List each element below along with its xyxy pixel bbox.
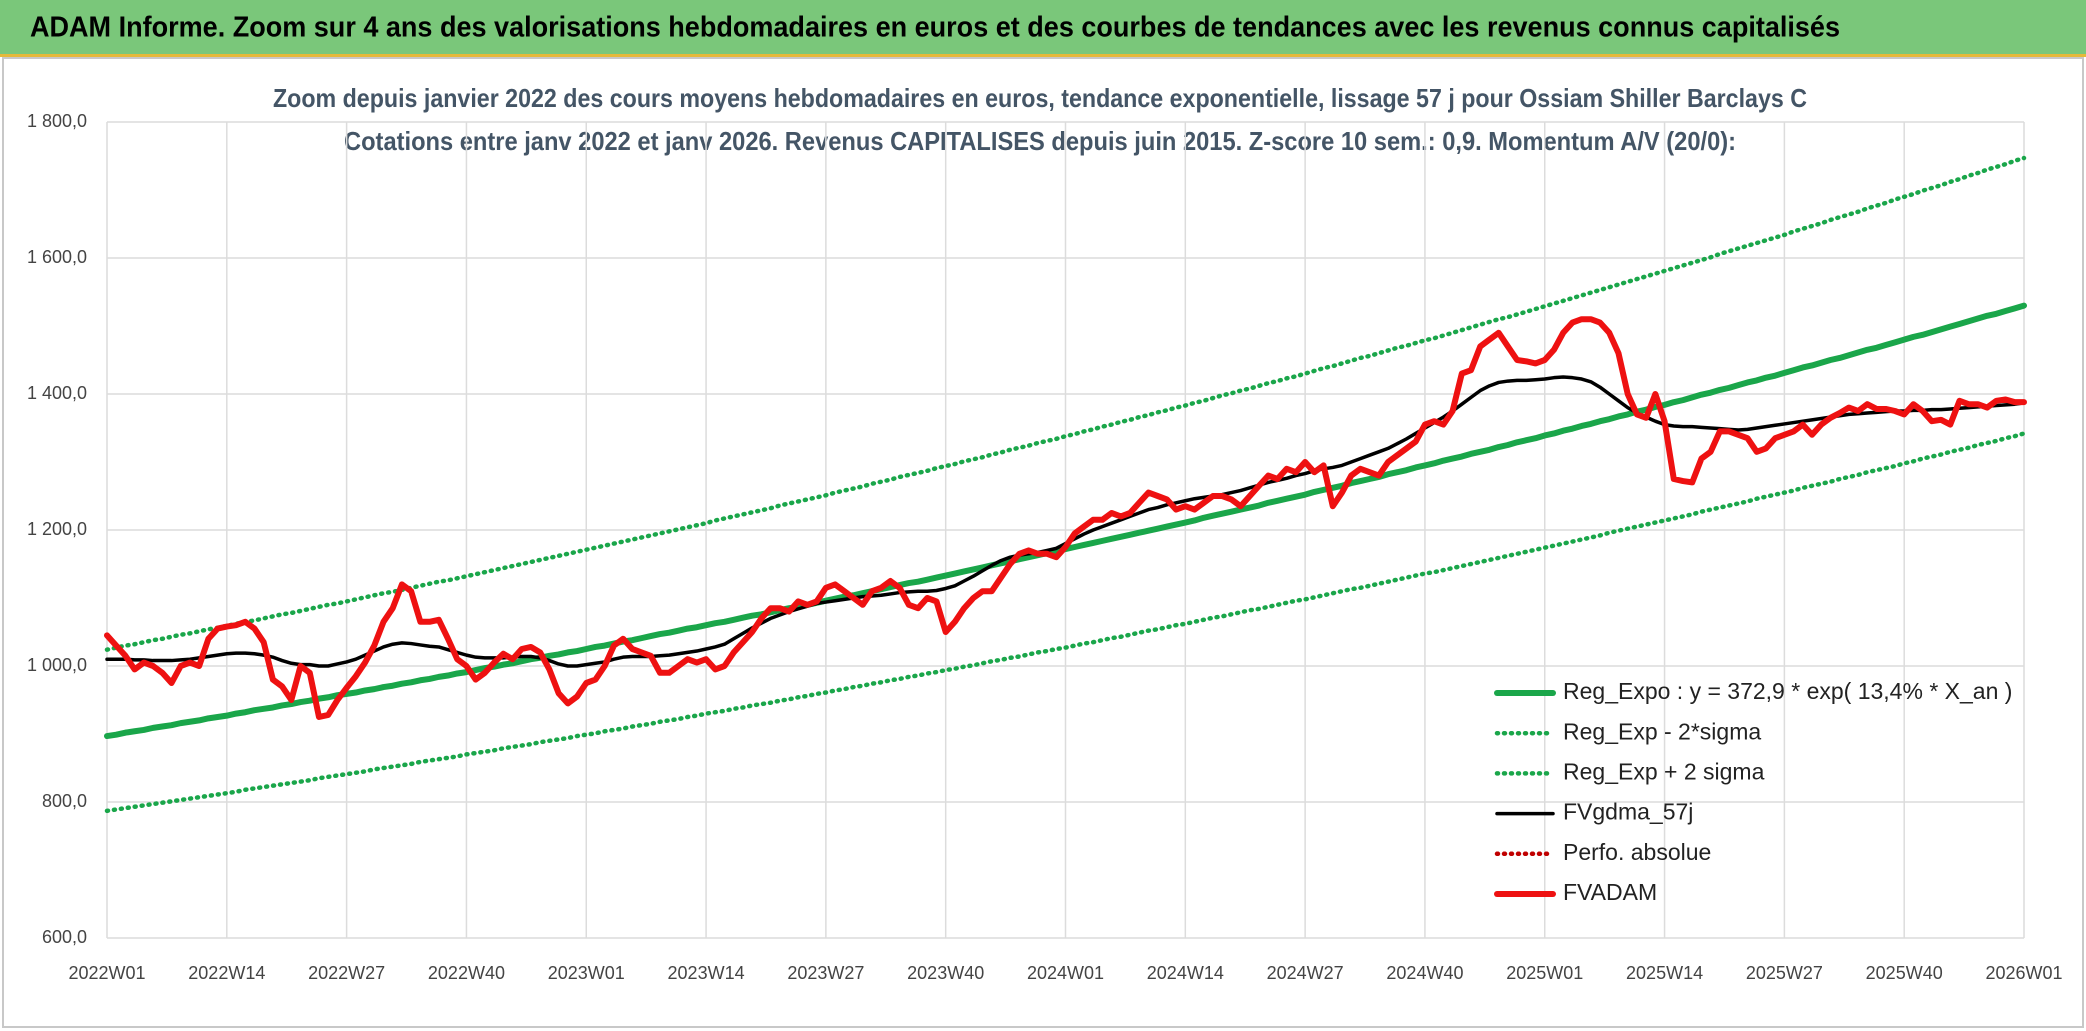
y-tick-label: 1 600,0 xyxy=(27,247,87,267)
y-tick-label: 1 000,0 xyxy=(27,655,87,675)
legend-label: FVADAM xyxy=(1563,879,1657,905)
x-tick-label: 2024W27 xyxy=(1267,963,1344,983)
x-tick-label: 2023W27 xyxy=(787,963,864,983)
legend-label: Reg_Exp + 2 sigma xyxy=(1563,758,1765,784)
x-tick-label: 2026W01 xyxy=(1985,963,2062,983)
banner xyxy=(0,0,2086,54)
x-tick-label: 2022W01 xyxy=(68,963,145,983)
legend-label: Reg_Expo : y = 372,9 * exp( 13,4% * X_an… xyxy=(1563,678,2012,704)
y-tick-label: 1 800,0 xyxy=(27,111,87,131)
x-tick-label: 2025W01 xyxy=(1506,963,1583,983)
x-tick-label: 2025W14 xyxy=(1626,963,1703,983)
x-tick-label: 2023W14 xyxy=(668,963,745,983)
x-tick-label: 2022W40 xyxy=(428,963,505,983)
x-tick-label: 2024W40 xyxy=(1386,963,1463,983)
x-tick-label: 2022W27 xyxy=(308,963,385,983)
series-line xyxy=(104,316,2027,720)
chart-title: Zoom depuis janvier 2022 des cours moyen… xyxy=(273,83,1807,113)
banner-title: ADAM Informe. Zoom sur 4 ans des valoris… xyxy=(30,12,1840,44)
x-tick-label: 2023W01 xyxy=(548,963,625,983)
legend-label: FVgdma_57j xyxy=(1563,799,1693,825)
y-tick-label: 600,0 xyxy=(42,927,87,947)
x-tick-label: 2024W14 xyxy=(1147,963,1224,983)
x-tick-label: 2024W01 xyxy=(1027,963,1104,983)
chart-frame xyxy=(2,57,2084,1028)
legend-label: Perfo. absolue xyxy=(1563,839,1711,865)
x-tick-label: 2023W40 xyxy=(907,963,984,983)
chart-subtitle: Cotations entre janv 2022 et janv 2026. … xyxy=(344,126,1736,156)
y-tick-label: 800,0 xyxy=(42,791,87,811)
legend-label: Reg_Exp - 2*sigma xyxy=(1563,718,1761,744)
series-line xyxy=(104,155,2027,652)
y-tick-label: 1 400,0 xyxy=(27,383,87,403)
x-tick-label: 2025W27 xyxy=(1746,963,1823,983)
x-tick-label: 2025W40 xyxy=(1866,963,1943,983)
x-tick-label: 2022W14 xyxy=(188,963,265,983)
banner-edge xyxy=(0,54,2086,57)
series-line xyxy=(104,431,2027,814)
y-tick-label: 1 200,0 xyxy=(27,519,87,539)
